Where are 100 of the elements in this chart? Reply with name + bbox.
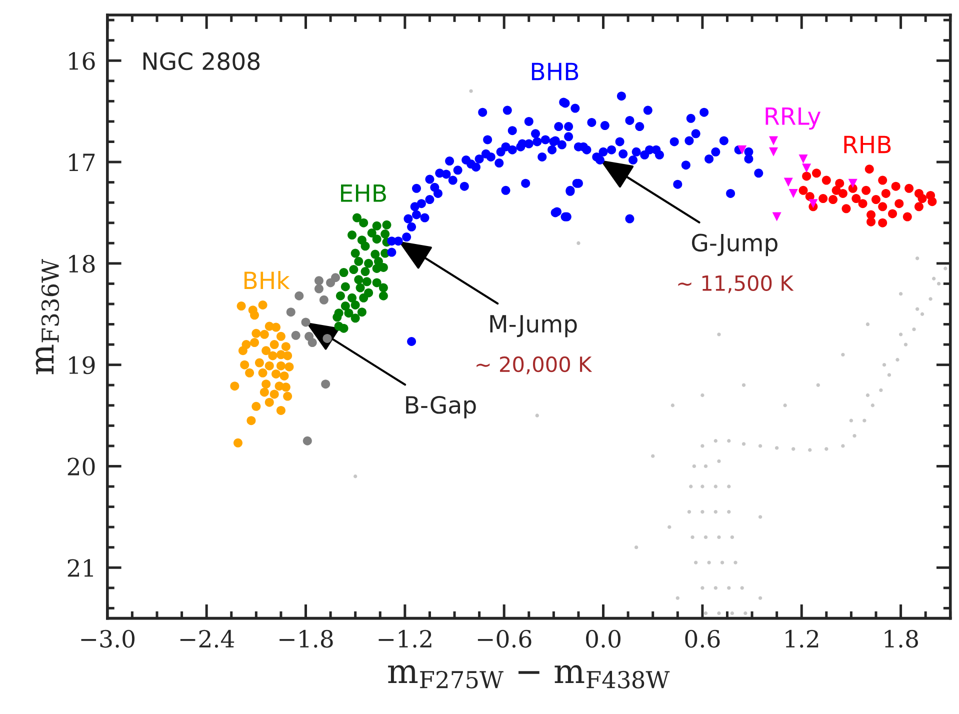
point (798, 186, 808, 195)
point (928, 197, 937, 206)
point (788, 188, 798, 198)
point (878, 218, 888, 228)
point (262, 346, 271, 356)
x-tick-label: −3.0 (81, 630, 135, 648)
point (808, 199, 818, 208)
point (822, 176, 831, 185)
point (354, 256, 364, 266)
point (357, 308, 366, 317)
point (270, 340, 279, 350)
point (276, 406, 286, 415)
x-tick-label: 1.2 (786, 630, 818, 648)
point (902, 212, 912, 222)
point (286, 308, 296, 317)
point (301, 318, 310, 327)
point (348, 293, 357, 302)
x-tick-label: 0.6 (685, 630, 720, 648)
point (321, 380, 330, 389)
point (350, 314, 360, 323)
y-tick-label: 20 (68, 458, 95, 476)
x-tick-label: 0.0 (586, 630, 620, 648)
point (268, 351, 278, 360)
point (769, 147, 778, 156)
point (280, 371, 289, 380)
point (918, 194, 927, 204)
point (769, 136, 778, 146)
point (798, 154, 808, 164)
point (230, 382, 240, 391)
point (260, 330, 269, 339)
point (888, 209, 898, 218)
point (864, 164, 874, 174)
point (264, 361, 274, 370)
point (283, 351, 292, 360)
series-label: EHB (341, 184, 386, 202)
point (272, 322, 280, 332)
y-axis-title: m$_{F336W}$ (36, 258, 60, 374)
point (812, 168, 821, 178)
point (264, 398, 274, 407)
annotation: NGC 2808 (143, 52, 260, 70)
point (352, 213, 362, 222)
point (245, 368, 254, 378)
point (348, 230, 357, 240)
series-label: BHk (244, 271, 290, 289)
point (281, 342, 290, 352)
point (258, 300, 268, 310)
point (360, 267, 370, 276)
point (378, 283, 388, 292)
point (372, 234, 382, 244)
point (802, 164, 812, 173)
annotation: B-Gap (406, 396, 476, 418)
point (252, 328, 261, 338)
point (356, 283, 365, 292)
point (291, 330, 300, 340)
point (332, 312, 342, 322)
point (284, 362, 294, 372)
point (246, 416, 256, 426)
point (344, 308, 354, 318)
point (250, 310, 260, 320)
point (233, 438, 242, 448)
point (339, 268, 348, 278)
point (881, 188, 890, 198)
point (772, 212, 782, 222)
point (281, 382, 290, 392)
point (258, 368, 268, 378)
y-tick-label: 19 (69, 356, 95, 374)
point (878, 176, 888, 185)
annotation: G-Jump (692, 234, 778, 256)
point (359, 218, 368, 228)
point (331, 273, 340, 282)
point (372, 221, 382, 230)
x-tick-label: −1.2 (378, 630, 432, 648)
point (862, 186, 871, 195)
point (340, 282, 350, 292)
series-label: RHB (844, 136, 891, 154)
point (832, 186, 841, 195)
point (362, 277, 372, 286)
point (852, 194, 861, 204)
point (349, 265, 358, 274)
point (802, 172, 812, 181)
point (842, 204, 851, 214)
point (250, 338, 260, 348)
point (252, 402, 261, 411)
point (378, 291, 388, 300)
point (294, 291, 304, 300)
point (894, 199, 904, 208)
point (308, 338, 317, 348)
point (254, 358, 264, 368)
point (350, 300, 360, 310)
point (382, 220, 392, 230)
point (302, 436, 312, 446)
series-label: RRLy (766, 107, 821, 130)
x-tick-label: 1.8 (884, 630, 918, 648)
point (367, 228, 376, 238)
point (784, 178, 793, 187)
point (314, 276, 324, 286)
point (276, 361, 286, 370)
point (240, 360, 250, 370)
point (871, 195, 880, 204)
y-tick-label: 21 (68, 559, 93, 577)
